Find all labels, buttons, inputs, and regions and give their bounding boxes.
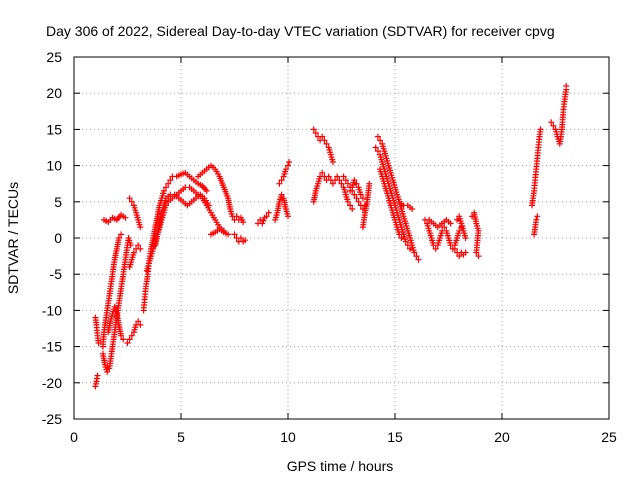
- data-marker-plus: [377, 166, 405, 241]
- data-segment-arc-33: [469, 209, 482, 260]
- data-segment-arc-01: [92, 372, 101, 390]
- data-segment-arc-34: [529, 126, 544, 209]
- data-marker-plus: [92, 372, 101, 390]
- data-segment-arc-23: [347, 177, 366, 202]
- y-tick-label: 25: [46, 49, 62, 65]
- grid-layer: [74, 57, 609, 419]
- data-segment-arc-07: [126, 195, 144, 231]
- x-tick-label: 0: [70, 429, 78, 445]
- x-tick-label: 10: [280, 429, 296, 445]
- data-marker-plus: [276, 159, 293, 187]
- y-axis-title: SDTVAR / TECUs: [5, 182, 21, 294]
- data-segment-arc-16: [231, 231, 249, 245]
- y-tick-label: -5: [50, 266, 63, 282]
- data-marker-plus: [469, 209, 482, 260]
- data-marker-plus: [152, 191, 212, 249]
- data-marker-plus: [529, 126, 544, 209]
- x-tick-label: 25: [601, 429, 617, 445]
- data-segment-arc-14: [208, 226, 232, 238]
- label-layer: 0 5 10 15 20 25 -25 -20 -15 -10 -5 0 5 10 15 20 25: [42, 49, 617, 445]
- data-marker-plus: [126, 242, 144, 270]
- data-segment-arc-20: [310, 126, 336, 165]
- data-segment-arc-30: [426, 216, 454, 231]
- data-marker-plus: [272, 191, 291, 223]
- data-segment-arc-32: [454, 213, 469, 241]
- data-marker-plus: [310, 169, 356, 212]
- y-tick-label: -15: [42, 339, 62, 355]
- data-marker-plus: [92, 314, 102, 346]
- data-segment-arc-12: [152, 191, 212, 249]
- data-marker-plus: [195, 162, 238, 223]
- data-marker-plus: [374, 133, 422, 263]
- data-segment-arc-10: [140, 169, 210, 314]
- data-segment-arc-27: [377, 166, 405, 241]
- chart-title: Day 306 of 2022, Sidereal Day-to-day VTE…: [46, 23, 555, 39]
- data-marker-plus: [126, 195, 144, 231]
- data-marker-plus: [99, 231, 125, 350]
- data-segment-arc-02: [92, 314, 102, 346]
- data-marker-plus: [396, 198, 416, 212]
- data-segment-arc-18: [272, 191, 291, 223]
- data-marker-plus: [231, 231, 249, 245]
- data-marker-plus: [105, 303, 127, 343]
- data-segment-arc-31: [451, 245, 469, 260]
- data-segment-arc-36: [548, 83, 570, 147]
- data-marker-plus: [124, 318, 144, 346]
- data-segment-arc-21: [310, 169, 356, 212]
- data-marker-plus: [233, 213, 247, 226]
- tick-layer: [73, 56, 610, 420]
- data-segment-arc-19: [276, 159, 293, 187]
- y-tick-label: 5: [54, 194, 62, 210]
- data-marker-plus: [426, 216, 454, 231]
- data-segment-arc-35: [531, 213, 541, 238]
- data-segment-arc-17: [255, 209, 272, 227]
- data-marker-plus: [372, 144, 413, 252]
- data-marker-plus: [140, 169, 210, 314]
- data-marker-plus: [208, 226, 232, 238]
- y-tick-label: -20: [42, 375, 62, 391]
- x-tick-label: 15: [387, 429, 403, 445]
- data-marker-plus: [531, 213, 541, 238]
- y-tick-label: 20: [46, 85, 62, 101]
- data-layer: [92, 83, 570, 390]
- data-segment-arc-24: [359, 180, 373, 231]
- data-marker-plus: [422, 216, 465, 252]
- data-marker-plus: [347, 177, 366, 202]
- data-marker-plus: [101, 211, 129, 226]
- y-tick-label: 0: [54, 230, 62, 246]
- data-segment-arc-05: [105, 303, 127, 343]
- data-segment-arc-08: [124, 318, 144, 346]
- data-marker-plus: [255, 209, 272, 227]
- data-segment-arc-06: [101, 211, 129, 226]
- x-tick-label: 5: [177, 429, 185, 445]
- data-marker-plus: [548, 83, 570, 147]
- data-segment-arc-09: [126, 242, 144, 270]
- data-segment-arc-25: [372, 144, 413, 252]
- y-tick-label: -10: [42, 302, 62, 318]
- data-segment-arc-03: [99, 231, 125, 350]
- y-tick-label: -25: [42, 411, 62, 427]
- y-tick-label: 10: [46, 158, 62, 174]
- data-segment-arc-26: [374, 133, 422, 263]
- data-segment-arc-28: [396, 198, 416, 212]
- data-segment-arc-29: [422, 216, 465, 252]
- data-marker-plus: [454, 213, 469, 241]
- data-segment-arc-15: [233, 213, 247, 226]
- data-marker-plus: [359, 180, 373, 231]
- x-axis-title: GPS time / hours: [287, 458, 394, 474]
- y-tick-label: 15: [46, 121, 62, 137]
- data-marker-plus: [451, 245, 469, 260]
- data-marker-plus: [310, 126, 336, 165]
- x-tick-label: 20: [494, 429, 510, 445]
- data-segment-arc-13: [195, 162, 238, 223]
